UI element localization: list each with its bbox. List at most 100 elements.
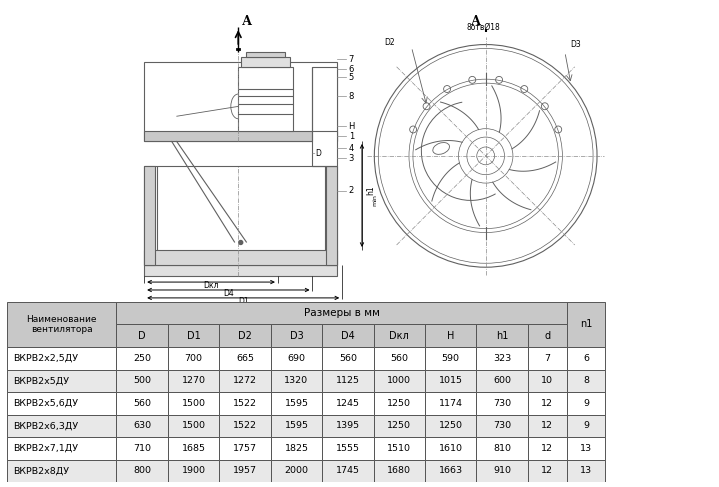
Bar (271, 370, 322, 392)
Text: ВКРВ2х6,3ДУ: ВКРВ2х6,3ДУ (13, 421, 78, 431)
Bar (322, 414, 374, 437)
Text: 1500: 1500 (182, 399, 206, 408)
Text: 13: 13 (580, 467, 592, 475)
Bar (425, 324, 477, 347)
Bar (326, 166, 337, 265)
Text: ВКРВ2х5ДУ: ВКРВ2х5ДУ (13, 376, 68, 385)
Text: 1663: 1663 (439, 467, 463, 475)
Bar (374, 324, 425, 347)
Text: 810: 810 (493, 444, 511, 453)
Bar (116, 370, 168, 392)
Text: D2: D2 (384, 37, 395, 47)
Text: 1595: 1595 (285, 399, 308, 408)
Text: 1000: 1000 (388, 376, 411, 385)
Text: ВКРВ2х5,6ДУ: ВКРВ2х5,6ДУ (13, 399, 78, 408)
Bar (116, 302, 567, 324)
Text: 1270: 1270 (182, 376, 206, 385)
Text: min: min (373, 194, 378, 206)
Bar (241, 57, 290, 67)
Bar (477, 392, 528, 414)
Text: 5: 5 (349, 73, 354, 82)
Text: 9: 9 (583, 421, 589, 431)
Text: 1757: 1757 (233, 444, 257, 453)
Text: 560: 560 (133, 399, 151, 408)
Text: 1555: 1555 (336, 444, 360, 453)
Text: Размеры в мм: Размеры в мм (303, 308, 380, 318)
Bar (567, 414, 605, 437)
Bar (116, 392, 168, 414)
Text: 1125: 1125 (336, 376, 360, 385)
Text: 590: 590 (441, 354, 459, 363)
Text: 8: 8 (583, 376, 589, 385)
Bar (322, 347, 374, 370)
Text: n1: n1 (580, 319, 592, 330)
Text: d: d (544, 331, 550, 341)
Bar (271, 392, 322, 414)
Text: ВКРВ2х7,1ДУ: ВКРВ2х7,1ДУ (13, 444, 78, 453)
Bar (219, 414, 271, 437)
Text: 6: 6 (349, 65, 354, 74)
Text: H: H (349, 122, 355, 131)
Text: 1395: 1395 (336, 421, 360, 431)
Bar (477, 370, 528, 392)
Text: h1: h1 (496, 331, 508, 341)
Bar (322, 392, 374, 414)
Bar (7, 370, 116, 392)
Text: 1522: 1522 (233, 421, 257, 431)
Bar (425, 460, 477, 482)
Bar (374, 370, 425, 392)
Bar (145, 62, 337, 141)
Bar (528, 460, 567, 482)
Bar (313, 67, 337, 166)
Bar (116, 347, 168, 370)
Text: D2: D2 (238, 331, 252, 341)
Bar (116, 437, 168, 460)
Text: 700: 700 (185, 354, 203, 363)
Bar (567, 460, 605, 482)
Bar (116, 414, 168, 437)
Bar (116, 460, 168, 482)
Bar (477, 437, 528, 460)
Text: D1: D1 (238, 297, 249, 306)
Bar (528, 437, 567, 460)
Text: 730: 730 (493, 399, 511, 408)
Bar (374, 347, 425, 370)
Bar (145, 131, 337, 141)
Text: 1610: 1610 (439, 444, 463, 453)
Bar (528, 324, 567, 347)
Text: D3: D3 (570, 40, 580, 49)
Bar (271, 324, 322, 347)
Text: D: D (138, 331, 146, 341)
Bar (322, 324, 374, 347)
Text: 1245: 1245 (336, 399, 360, 408)
Text: 1685: 1685 (182, 444, 206, 453)
Text: 7: 7 (544, 354, 550, 363)
Text: 560: 560 (339, 354, 357, 363)
Bar (425, 347, 477, 370)
Text: 12: 12 (541, 399, 554, 408)
Text: 665: 665 (236, 354, 254, 363)
Text: Dкл: Dкл (390, 331, 409, 341)
Text: 323: 323 (493, 354, 511, 363)
Text: Dкл: Dкл (203, 281, 219, 290)
Text: 1510: 1510 (388, 444, 411, 453)
Text: 1825: 1825 (285, 444, 308, 453)
Text: 2: 2 (349, 187, 354, 195)
Text: 1174: 1174 (439, 399, 463, 408)
Bar (477, 324, 528, 347)
Text: 2000: 2000 (285, 467, 308, 475)
Text: D1: D1 (187, 331, 201, 341)
Text: 910: 910 (493, 467, 511, 475)
Bar (567, 347, 605, 370)
Text: А: А (242, 15, 252, 28)
Bar (374, 460, 425, 482)
Bar (425, 437, 477, 460)
Text: 8отвØ18: 8отвØ18 (467, 23, 500, 32)
Text: 800: 800 (133, 467, 151, 475)
Bar (271, 437, 322, 460)
Text: 4: 4 (349, 145, 354, 153)
Bar (374, 437, 425, 460)
Bar (528, 392, 567, 414)
Text: 630: 630 (133, 421, 151, 431)
Bar (7, 460, 116, 482)
